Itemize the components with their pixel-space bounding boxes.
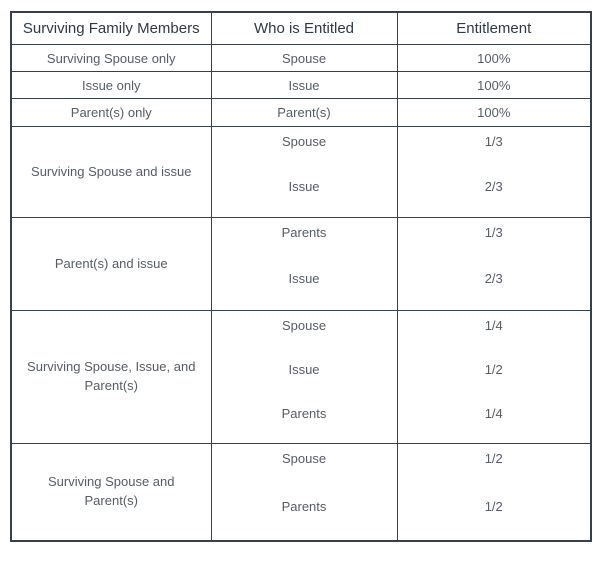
family-members-cell: Surviving Spouse and Parent(s) (10, 443, 212, 542)
entitlement-cell: 1/3 2/3 (396, 217, 592, 311)
table-row-parents-and-issue: Parent(s) and issue Parents Issue 1/3 2/… (10, 217, 592, 311)
entitlement-cell: 100% (396, 98, 592, 127)
entitled-entry: Issue (288, 271, 320, 286)
table-row-issue-only: Issue only Issue 100% (10, 71, 592, 99)
who-entitled-cell: Spouse Issue Parents (210, 310, 398, 444)
column-header-surviving-family-members: Surviving Family Members (10, 11, 212, 45)
column-header-entitlement: Entitlement (396, 11, 592, 45)
family-members-cell: Surviving Spouse, Issue, and Parent(s) (10, 310, 212, 444)
entitlement-cell: 1/4 1/2 1/4 (396, 310, 592, 444)
entitlement-entry: 1/3 (484, 225, 503, 240)
entitlement-cell: 1/2 1/2 (396, 443, 592, 542)
header-row: Surviving Family Members Who is Entitled… (10, 11, 592, 45)
entitlement-entry: 1/2 (484, 362, 503, 377)
entitlement-entry: 1/4 (484, 318, 503, 333)
entitled-entry: Parents (281, 406, 327, 421)
who-entitled-cell: Issue (210, 71, 398, 99)
table-row-surviving-spouse-and-issue: Surviving Spouse and issue Spouse Issue … (10, 126, 592, 218)
who-entitled-cell: Parent(s) (210, 98, 398, 127)
table-row-surviving-spouse-and-parents: Surviving Spouse and Parent(s) Spouse Pa… (10, 443, 592, 542)
family-members-cell: Parent(s) and issue (10, 217, 212, 311)
table-row-parents-only: Parent(s) only Parent(s) 100% (10, 98, 592, 127)
entitlement-entry: 1/2 (484, 451, 503, 466)
entitled-entry: Parents (281, 499, 327, 514)
entitlement-entry: 2/3 (484, 179, 503, 194)
entitled-entry: Spouse (281, 134, 327, 149)
entitlement-cell: 100% (396, 44, 592, 72)
entitlement-entry: 2/3 (484, 271, 503, 286)
entitlement-cell: 100% (396, 71, 592, 99)
entitled-entry: Issue (288, 362, 320, 377)
who-entitled-cell: Spouse Parents (210, 443, 398, 542)
family-members-cell: Surviving Spouse only (10, 44, 212, 72)
entitled-entry: Spouse (281, 451, 327, 466)
entitled-entry: Parents (281, 225, 327, 240)
family-members-cell: Issue only (10, 71, 212, 99)
entitled-entry: Spouse (281, 318, 327, 333)
inheritance-entitlement-table: Surviving Family Members Who is Entitled… (10, 11, 592, 542)
entitlement-entry: 1/3 (484, 134, 503, 149)
table-row-surviving-spouse-only: Surviving Spouse only Spouse 100% (10, 44, 592, 72)
column-header-who-is-entitled: Who is Entitled (210, 11, 398, 45)
family-members-cell: Surviving Spouse and issue (10, 126, 212, 218)
entitlement-entry: 1/4 (484, 406, 503, 421)
entitled-entry: Issue (288, 179, 320, 194)
who-entitled-cell: Parents Issue (210, 217, 398, 311)
entitlement-cell: 1/3 2/3 (396, 126, 592, 218)
table-row-spouse-issue-and-parents: Surviving Spouse, Issue, and Parent(s) S… (10, 310, 592, 444)
entitlement-entry: 1/2 (484, 499, 503, 514)
family-members-cell: Parent(s) only (10, 98, 212, 127)
who-entitled-cell: Spouse (210, 44, 398, 72)
who-entitled-cell: Spouse Issue (210, 126, 398, 218)
